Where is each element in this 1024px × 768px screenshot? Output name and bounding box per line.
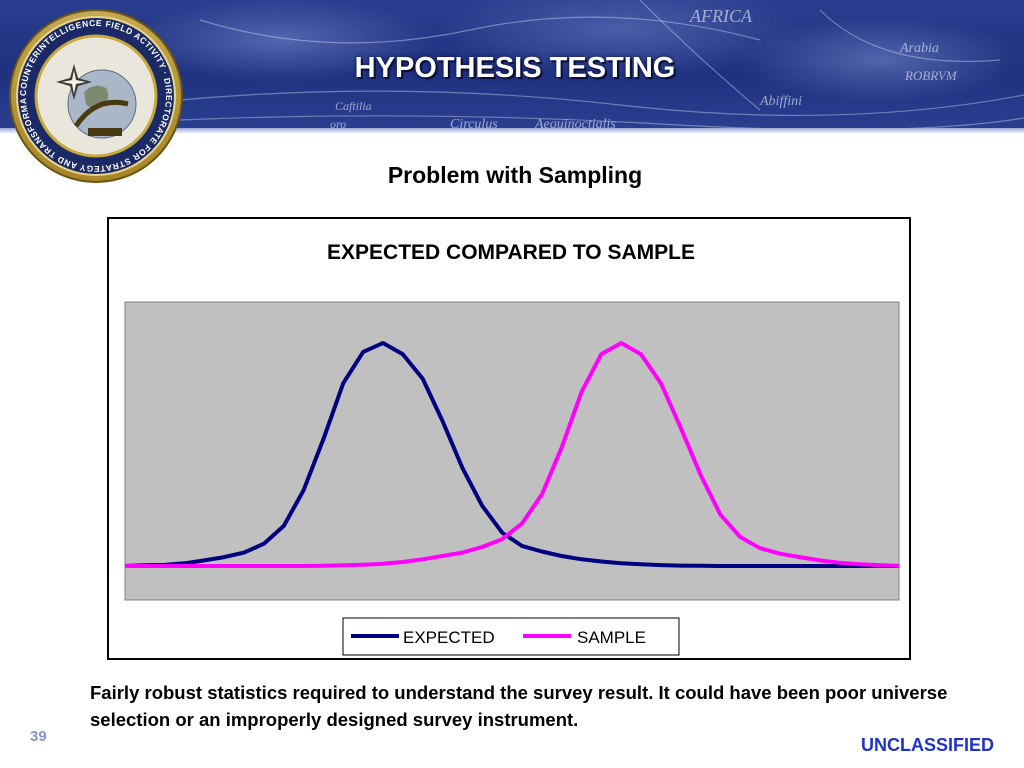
- series-line-expected: [124, 341, 899, 568]
- classification-marking: UNCLASSIFIED: [860, 735, 994, 755]
- map-word: oro: [330, 117, 346, 131]
- line-chart: EXPECTED COMPARED TO SAMPLE EXPECTED SAM…: [124, 241, 900, 656]
- map-word: ROBRVM: [904, 68, 958, 83]
- chart-title: EXPECTED COMPARED TO SAMPLE: [327, 241, 695, 264]
- series-line-sample: [125, 341, 900, 568]
- body-note: Fairly robust statistics required to und…: [90, 682, 948, 730]
- series-layer: [124, 341, 900, 568]
- agency-seal-icon: COUNTERINTELLIGENCE FIELD ACTIVITY · DIR…: [6, 6, 183, 183]
- page-number: 39: [30, 728, 47, 745]
- chart-legend: EXPECTED SAMPLE: [342, 617, 680, 656]
- page-subtitle: Problem with Sampling: [387, 162, 643, 188]
- page-title: HYPOTHESIS TESTING: [354, 52, 676, 84]
- map-word: Caftilia: [335, 99, 372, 113]
- chart-container: EXPECTED COMPARED TO SAMPLE EXPECTED SAM…: [107, 217, 911, 660]
- map-word: Arabia: [899, 41, 939, 56]
- map-word: Abiffini: [759, 94, 802, 109]
- map-word: AFRICA: [689, 6, 753, 26]
- legend-label-expected: EXPECTED: [403, 628, 495, 647]
- legend-label-sample: SAMPLE: [577, 628, 646, 647]
- banner-divider: [0, 128, 1024, 134]
